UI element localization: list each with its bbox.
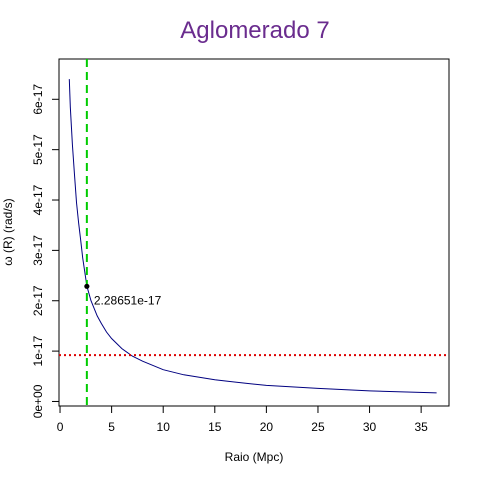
x-axis: 0 5 10 15 20 25 30 35 <box>57 405 428 434</box>
highlight-point <box>84 283 90 289</box>
x-tick-label: 5 <box>108 420 115 434</box>
x-tick-label: 30 <box>363 420 377 434</box>
y-tick-label: 1e-17 <box>31 335 45 366</box>
x-tick-label: 0 <box>57 420 64 434</box>
y-axis-label: ω (R) (rad/s) <box>1 198 15 265</box>
data-series-line <box>68 79 437 394</box>
y-tick-label: 0e+00 <box>31 384 45 418</box>
y-axis: 0e+00 1e-17 2e-17 3e-17 4e-17 5e-17 6e-17 <box>31 84 60 418</box>
y-tick-label: 4e-17 <box>31 184 45 215</box>
x-tick-label: 35 <box>414 420 428 434</box>
y-tick-label: 6e-17 <box>31 84 45 115</box>
x-tick-label: 25 <box>311 420 325 434</box>
plot-area: 2.28651e-17 <box>59 59 449 406</box>
chart-title: Aglomerado 7 <box>180 17 329 44</box>
highlight-point-label: 2.28651e-17 <box>94 293 162 307</box>
x-tick-label: 15 <box>208 420 222 434</box>
y-tick-label: 5e-17 <box>31 134 45 165</box>
plot-frame <box>58 58 450 407</box>
x-axis-label: Raio (Mpc) <box>225 450 284 464</box>
y-tick-label: 2e-17 <box>31 285 45 316</box>
x-tick-label: 20 <box>260 420 274 434</box>
y-tick-label: 3e-17 <box>31 235 45 266</box>
x-tick-label: 10 <box>157 420 171 434</box>
